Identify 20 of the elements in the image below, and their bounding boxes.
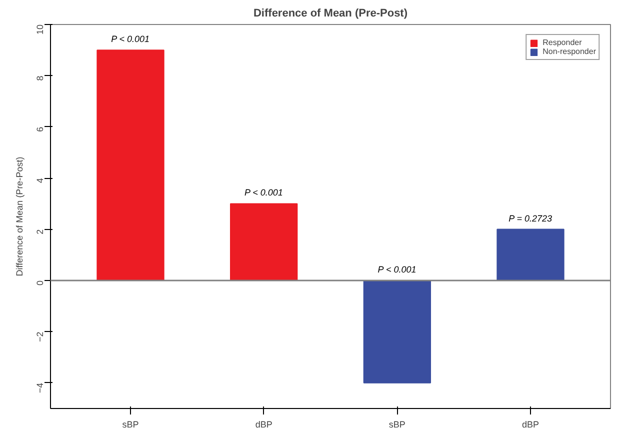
annotation: P = 0.2723 <box>508 213 552 224</box>
y-axis-title: Difference of Mean (Pre-Post) <box>14 156 24 276</box>
x-tick-label: sBP <box>388 420 406 430</box>
legend-label: Non-responder <box>542 47 596 56</box>
annotation: P < 0.001 <box>111 34 150 44</box>
x-tick-label: dBP <box>522 420 540 430</box>
x-tick-label: sBP <box>122 420 139 430</box>
y-tick-label: 0 <box>35 280 45 286</box>
legend-label: Responder <box>542 38 582 47</box>
y-tick-label: 6 <box>35 126 45 132</box>
x-tick-label: dBP <box>255 420 272 430</box>
y-tick-label: 10 <box>35 24 45 35</box>
y-tick-label: −4 <box>35 382 45 394</box>
chart-title: Difference of Mean (Pre-Post) <box>253 8 408 20</box>
y-tick-label: 2 <box>35 229 45 234</box>
y-tick-label: 8 <box>35 76 45 81</box>
annotation: P < 0.001 <box>244 188 283 198</box>
y-tick-label: 4 <box>35 178 45 184</box>
annotation: P < 0.001 <box>378 264 416 274</box>
y-tick-label: −2 <box>35 332 45 342</box>
